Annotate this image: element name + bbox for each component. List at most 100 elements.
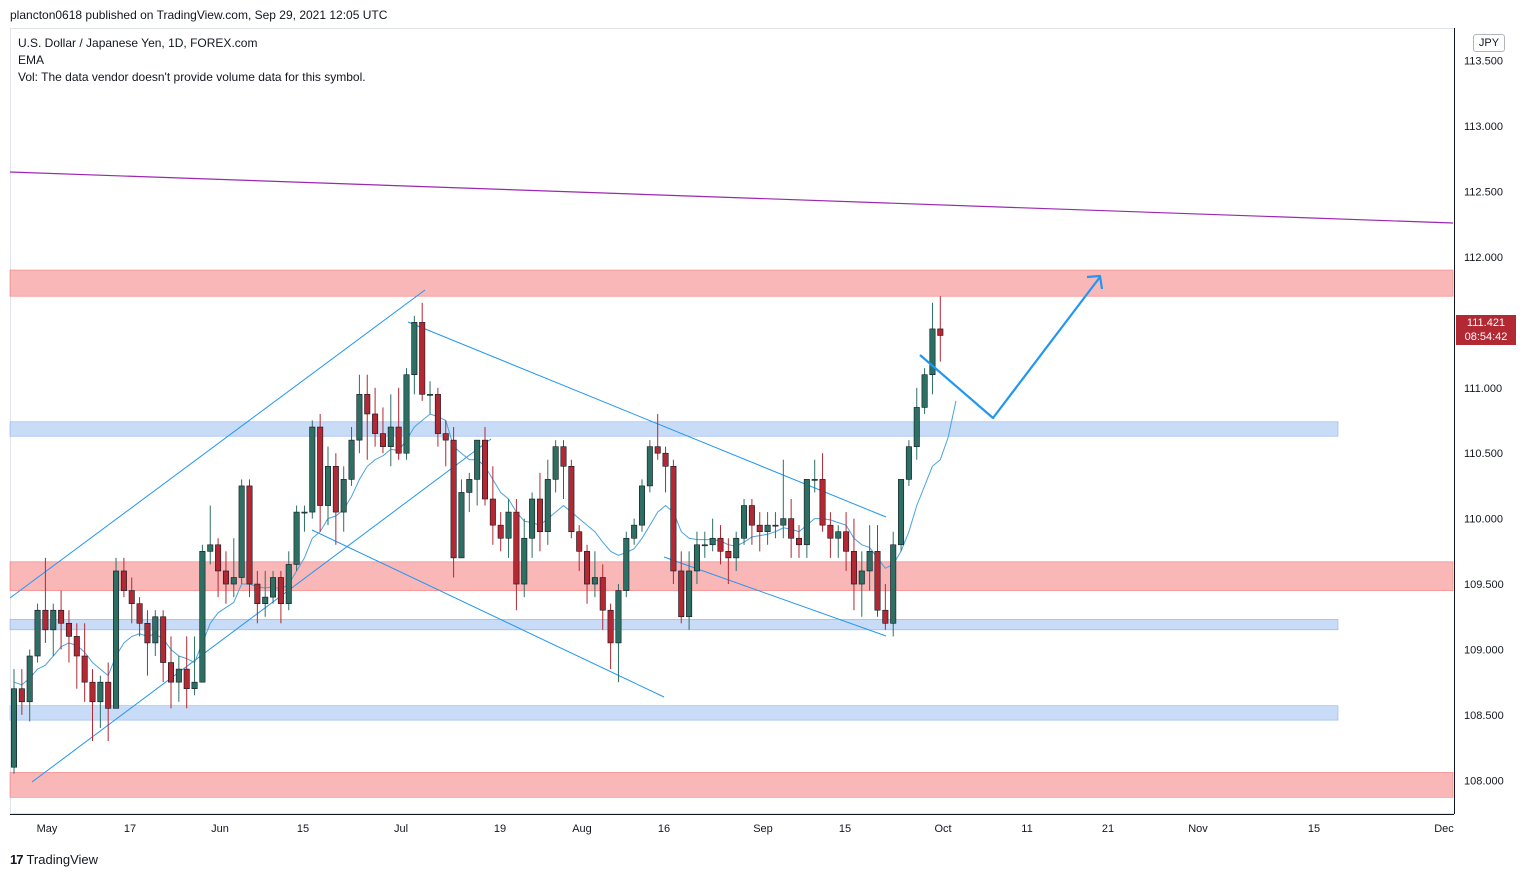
candle[interactable] bbox=[434, 387, 441, 447]
candle[interactable] bbox=[819, 453, 826, 532]
candle[interactable] bbox=[191, 636, 198, 696]
candle[interactable] bbox=[442, 420, 449, 467]
candle[interactable] bbox=[34, 603, 41, 663]
candle[interactable] bbox=[50, 603, 57, 656]
candle[interactable] bbox=[301, 505, 308, 532]
candle[interactable] bbox=[780, 459, 787, 539]
candle[interactable] bbox=[450, 427, 457, 578]
candle[interactable] bbox=[709, 518, 716, 552]
candle[interactable] bbox=[372, 387, 379, 447]
candle[interactable] bbox=[332, 453, 339, 545]
candle[interactable] bbox=[199, 544, 206, 683]
candle[interactable] bbox=[489, 466, 496, 545]
candle[interactable] bbox=[788, 499, 795, 558]
candle[interactable] bbox=[238, 479, 245, 585]
candle[interactable] bbox=[536, 472, 543, 552]
candle[interactable] bbox=[262, 570, 269, 617]
candle[interactable] bbox=[576, 525, 583, 571]
candle[interactable] bbox=[246, 479, 253, 598]
candle[interactable] bbox=[686, 551, 693, 630]
candle[interactable] bbox=[144, 610, 151, 676]
channel-upper-line[interactable] bbox=[9, 289, 426, 599]
candle[interactable] bbox=[152, 610, 159, 656]
candle[interactable] bbox=[481, 427, 488, 506]
channel-lower-line[interactable] bbox=[31, 438, 492, 783]
candle[interactable] bbox=[843, 512, 850, 571]
resistance-trendline[interactable] bbox=[9, 171, 1454, 224]
candle[interactable] bbox=[717, 525, 724, 565]
candle[interactable] bbox=[921, 368, 928, 414]
candle[interactable] bbox=[175, 656, 182, 702]
candle[interactable] bbox=[544, 459, 551, 545]
candle[interactable] bbox=[474, 439, 481, 506]
candle[interactable] bbox=[803, 479, 810, 558]
candle[interactable] bbox=[584, 544, 591, 604]
candle[interactable] bbox=[607, 603, 614, 670]
candle[interactable] bbox=[42, 557, 49, 643]
candle[interactable] bbox=[340, 466, 347, 532]
candle[interactable] bbox=[741, 499, 748, 545]
candle[interactable] bbox=[693, 531, 700, 585]
candle[interactable] bbox=[670, 459, 677, 585]
candle[interactable] bbox=[387, 394, 394, 467]
wedge-lower-line-2[interactable] bbox=[663, 556, 887, 637]
candle[interactable] bbox=[599, 564, 606, 630]
candle[interactable] bbox=[277, 570, 284, 624]
candle[interactable] bbox=[89, 669, 96, 742]
candle[interactable] bbox=[591, 551, 598, 598]
candle[interactable] bbox=[136, 597, 143, 637]
currency-badge[interactable]: JPY bbox=[1473, 34, 1505, 52]
candle[interactable] bbox=[850, 518, 857, 611]
zone-red-5[interactable] bbox=[9, 772, 1454, 798]
candle[interactable] bbox=[81, 623, 88, 702]
tradingview-brand[interactable]: 17 TradingView bbox=[10, 852, 98, 867]
candle[interactable] bbox=[929, 302, 936, 395]
candle[interactable] bbox=[733, 531, 740, 571]
candle[interactable] bbox=[254, 570, 261, 624]
candle[interactable] bbox=[411, 315, 418, 395]
candle[interactable] bbox=[270, 570, 277, 604]
candle[interactable] bbox=[701, 531, 708, 558]
ema-label[interactable]: EMA bbox=[18, 53, 45, 67]
candle[interactable] bbox=[937, 296, 944, 362]
zone-blue-1[interactable] bbox=[9, 421, 1339, 437]
zone-blue-4[interactable] bbox=[9, 705, 1339, 721]
candle[interactable] bbox=[874, 525, 881, 617]
symbol-title[interactable]: U.S. Dollar / Japanese Yen, 1D, FOREX.co… bbox=[18, 36, 258, 50]
candle[interactable] bbox=[65, 610, 72, 663]
candle[interactable] bbox=[128, 577, 135, 624]
candle[interactable] bbox=[631, 518, 638, 545]
candle[interactable] bbox=[105, 662, 112, 742]
candle[interactable] bbox=[552, 440, 559, 493]
candle[interactable] bbox=[795, 525, 802, 558]
candle[interactable] bbox=[348, 427, 355, 486]
candle[interactable] bbox=[18, 669, 25, 715]
zone-blue-3[interactable] bbox=[9, 619, 1339, 631]
candle[interactable] bbox=[521, 518, 528, 598]
candle[interactable] bbox=[466, 472, 473, 513]
candle[interactable] bbox=[113, 557, 120, 709]
candle[interactable] bbox=[529, 492, 536, 558]
candle[interactable] bbox=[497, 512, 504, 552]
candle[interactable] bbox=[505, 499, 512, 558]
zone-red-0[interactable] bbox=[9, 269, 1454, 297]
candle[interactable] bbox=[26, 649, 33, 722]
candle[interactable] bbox=[317, 413, 324, 532]
candle[interactable] bbox=[756, 512, 763, 552]
volume-label[interactable]: Vol: The data vendor doesn't provide vol… bbox=[18, 70, 366, 84]
candle[interactable] bbox=[646, 440, 653, 493]
candle[interactable] bbox=[285, 551, 292, 611]
candle[interactable] bbox=[866, 525, 873, 591]
candle[interactable] bbox=[725, 538, 732, 585]
candle[interactable] bbox=[882, 584, 889, 630]
candle[interactable] bbox=[97, 675, 104, 728]
candle[interactable] bbox=[293, 505, 300, 571]
candle[interactable] bbox=[427, 381, 434, 414]
candle[interactable] bbox=[58, 590, 65, 650]
candle[interactable] bbox=[183, 636, 190, 709]
candle[interactable] bbox=[662, 446, 669, 493]
candle[interactable] bbox=[207, 505, 214, 565]
candle[interactable] bbox=[364, 374, 371, 460]
candle[interactable] bbox=[419, 302, 426, 401]
